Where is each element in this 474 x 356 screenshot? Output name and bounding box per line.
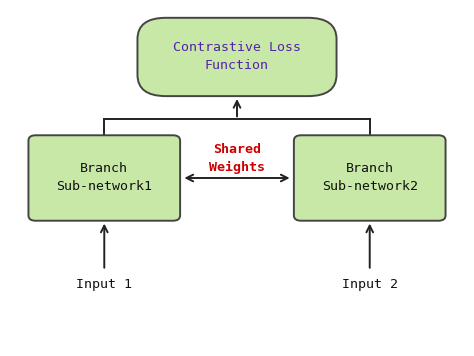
Text: Contrastive Loss
Function: Contrastive Loss Function (173, 41, 301, 73)
Text: Input 1: Input 1 (76, 278, 132, 291)
Text: Input 2: Input 2 (342, 278, 398, 291)
Text: Shared
Weights: Shared Weights (209, 143, 265, 174)
FancyBboxPatch shape (28, 135, 180, 221)
FancyBboxPatch shape (294, 135, 446, 221)
Text: Branch
Sub-network1: Branch Sub-network1 (56, 162, 152, 194)
Text: Branch
Sub-network2: Branch Sub-network2 (322, 162, 418, 194)
FancyBboxPatch shape (137, 18, 337, 96)
